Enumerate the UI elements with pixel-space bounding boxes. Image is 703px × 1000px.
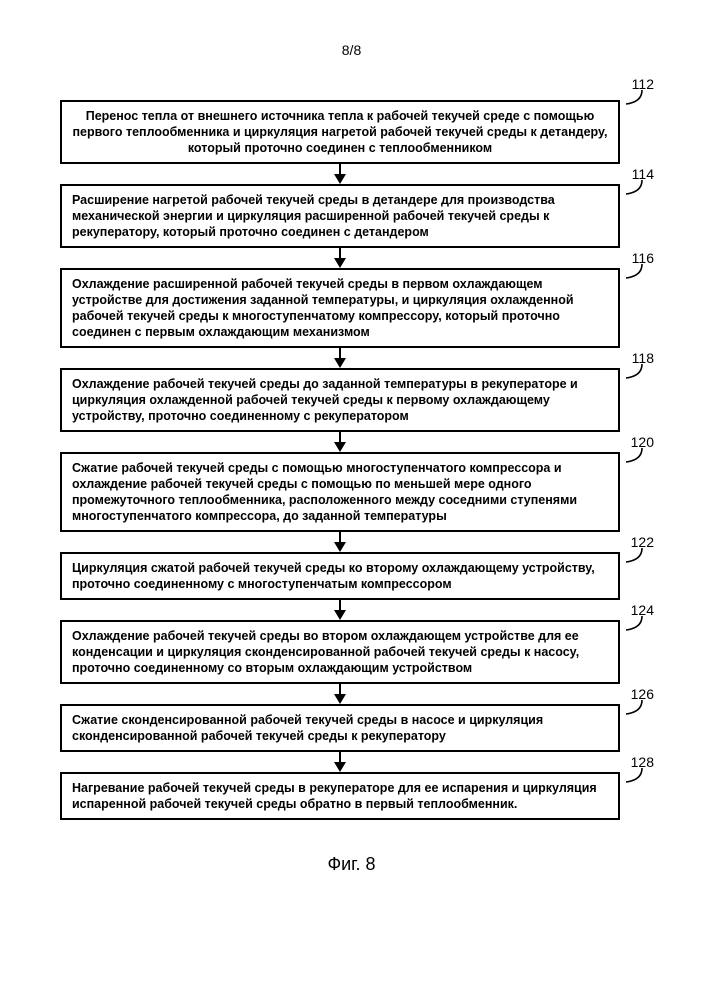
ref-hook-icon	[622, 180, 644, 198]
arrow-down-icon	[60, 432, 620, 452]
flowchart-step: Охлаждение расширенной рабочей текучей с…	[60, 268, 620, 348]
flowchart-step: Циркуляция сжатой рабочей текучей среды …	[60, 552, 620, 600]
flowchart: Перенос тепла от внешнего источника тепл…	[60, 100, 620, 820]
ref-hook-icon	[622, 448, 644, 466]
flowchart-step: Расширение нагретой рабочей текучей сред…	[60, 184, 620, 248]
flowchart-step: Перенос тепла от внешнего источника тепл…	[60, 100, 620, 164]
ref-hook-icon	[622, 264, 644, 282]
arrow-down-icon	[60, 164, 620, 184]
flowchart-box: Сжатие сконденсированной рабочей текучей…	[60, 704, 620, 752]
ref-hook-icon	[622, 616, 644, 634]
flowchart-box: Охлаждение расширенной рабочей текучей с…	[60, 268, 620, 348]
flowchart-box: Сжатие рабочей текучей среды с помощью м…	[60, 452, 620, 532]
page: 8/8 Перенос тепла от внешнего источника …	[0, 0, 703, 1000]
arrow-down-icon	[60, 684, 620, 704]
flowchart-box: Охлаждение рабочей текучей среды до зада…	[60, 368, 620, 432]
flowchart-step: Сжатие сконденсированной рабочей текучей…	[60, 704, 620, 752]
figure-caption: Фиг. 8	[0, 854, 703, 875]
page-number: 8/8	[0, 42, 703, 58]
flowchart-box: Нагревание рабочей текучей среды в рекуп…	[60, 772, 620, 820]
ref-hook-icon	[622, 364, 644, 382]
flowchart-step: Охлаждение рабочей текучей среды до зада…	[60, 368, 620, 432]
flowchart-step: Нагревание рабочей текучей среды в рекуп…	[60, 772, 620, 820]
arrow-down-icon	[60, 348, 620, 368]
flowchart-box: Перенос тепла от внешнего источника тепл…	[60, 100, 620, 164]
flowchart-box: Охлаждение рабочей текучей среды во втор…	[60, 620, 620, 684]
flowchart-box: Циркуляция сжатой рабочей текучей среды …	[60, 552, 620, 600]
ref-hook-icon	[622, 700, 644, 718]
flowchart-box: Расширение нагретой рабочей текучей сред…	[60, 184, 620, 248]
arrow-down-icon	[60, 248, 620, 268]
ref-hook-icon	[622, 548, 644, 566]
arrow-down-icon	[60, 752, 620, 772]
arrow-down-icon	[60, 532, 620, 552]
flowchart-step: Охлаждение рабочей текучей среды во втор…	[60, 620, 620, 684]
ref-hook-icon	[622, 768, 644, 786]
ref-hook-icon	[622, 90, 644, 108]
arrow-down-icon	[60, 600, 620, 620]
flowchart-step: Сжатие рабочей текучей среды с помощью м…	[60, 452, 620, 532]
